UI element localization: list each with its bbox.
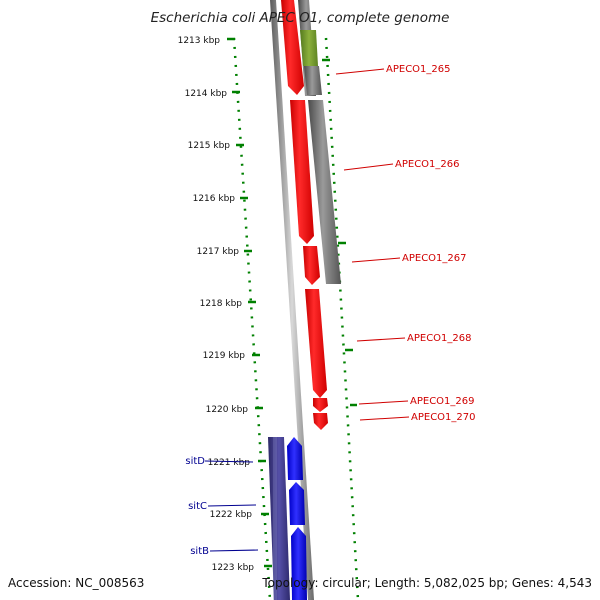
tick-label-1216: 1216 kbp: [193, 194, 236, 204]
navy-track-highlight: [273, 437, 277, 600]
gene-labels-right: APECO1_265 APECO1_266 APECO1_267 APECO1_…: [386, 64, 476, 423]
tick-label-1219: 1219 kbp: [203, 351, 246, 361]
tick-label-1214: 1214 kbp: [185, 89, 228, 99]
gene-label-apeco1-266[interactable]: APECO1_266: [395, 159, 460, 170]
tick-label-1220: 1220 kbp: [206, 405, 249, 415]
tick-label-1215: 1215 kbp: [188, 141, 231, 151]
gene-block-apeco1-266: [308, 100, 341, 284]
gene-label-sitc[interactable]: sitC: [188, 501, 207, 512]
gene-label-sitb[interactable]: sitB: [190, 546, 209, 557]
tick-label-1221: 1221 kbp: [208, 458, 251, 468]
leader-line: [204, 460, 254, 463]
gene-label-apeco1-270[interactable]: APECO1_270: [411, 412, 476, 423]
accession-text: Accession: NC_008563: [8, 576, 145, 590]
tick-label-1217: 1217 kbp: [197, 247, 240, 257]
tick-label-1222: 1222 kbp: [210, 510, 253, 520]
leader-line: [358, 400, 409, 405]
leader-line: [209, 549, 259, 552]
leader-line: [356, 337, 406, 342]
gene-label-sitd[interactable]: sitD: [185, 456, 205, 467]
gene-arrow-red-5: [313, 398, 328, 412]
gene-arrow-red-4: [305, 289, 327, 398]
tick-label-1213: 1213 kbp: [178, 36, 221, 46]
gene-arrow-sitb: [291, 527, 307, 600]
leader-line: [351, 257, 401, 263]
gene-label-apeco1-265[interactable]: APECO1_265: [386, 64, 451, 75]
leader-lines-left: [204, 460, 259, 552]
tick-label-1223: 1223 kbp: [212, 563, 255, 573]
leader-lines-right: [335, 68, 410, 421]
gene-labels-left: sitD sitC sitB: [185, 456, 209, 557]
tick-marks: [227, 37, 357, 568]
gene-arrow-red-2: [290, 100, 314, 244]
leader-line: [207, 504, 257, 507]
genome-backbone: [270, 0, 314, 600]
gene-block-apeco1-265: [304, 66, 322, 95]
position-scale-dashes: [232, 37, 272, 600]
gene-arrow-sitd: [287, 437, 303, 480]
outer-ring-dashes: [324, 37, 360, 600]
leader-line: [335, 68, 385, 75]
gene-label-apeco1-269[interactable]: APECO1_269: [410, 396, 475, 407]
genome-title: Escherichia coli APEC O1, complete genom…: [150, 10, 450, 26]
gene-arrow-red-1: [281, 0, 304, 95]
gene-label-apeco1-267[interactable]: APECO1_267: [402, 253, 467, 264]
gene-arrow-sitc: [289, 482, 305, 525]
gene-arrow-red-6: [313, 413, 328, 430]
gene-block-green: [300, 30, 318, 66]
leader-line: [359, 416, 410, 421]
topology-text: Topology: circular; Length: 5,082,025 bp…: [262, 576, 592, 590]
leader-line: [343, 163, 394, 171]
gene-arrow-red-3: [303, 246, 320, 285]
navy-gene-track: [268, 437, 290, 600]
gene-label-apeco1-268[interactable]: APECO1_268: [407, 333, 472, 344]
tick-labels: 1213 kbp 1214 kbp 1215 kbp 1216 kbp 1217…: [178, 36, 255, 573]
tick-label-1218: 1218 kbp: [200, 299, 243, 309]
